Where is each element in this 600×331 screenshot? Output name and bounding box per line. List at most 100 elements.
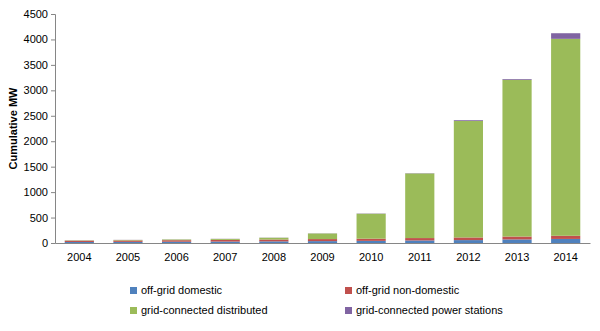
y-axis: 0 500 1000 1500 2000 2500 3000 3500 4000 4500 bbox=[24, 8, 56, 249]
bar bbox=[454, 120, 483, 122]
y-tick-mark bbox=[51, 90, 55, 91]
y-tick: 1000 bbox=[24, 186, 55, 198]
x-tick-label: 2010 bbox=[359, 251, 383, 263]
y-tick-label: 3000 bbox=[24, 84, 48, 96]
x-tick: 2006 bbox=[164, 251, 188, 263]
y-tick-mark bbox=[51, 192, 55, 193]
y-tick: 3000 bbox=[24, 84, 55, 96]
bar bbox=[308, 233, 337, 234]
y-tick-label: 1000 bbox=[24, 186, 48, 198]
bar bbox=[211, 238, 240, 239]
x-tick-label: 2013 bbox=[505, 251, 529, 263]
x-tick-label: 2006 bbox=[164, 251, 188, 263]
x-tick: 2008 bbox=[262, 251, 286, 263]
bar bbox=[211, 238, 240, 240]
y-tick: 2500 bbox=[24, 110, 55, 122]
bar bbox=[454, 240, 483, 243]
y-tick-mark bbox=[51, 218, 55, 219]
y-tick: 500 bbox=[30, 212, 55, 224]
y-tick-label: 2000 bbox=[24, 135, 48, 147]
y-tick-label: 0 bbox=[42, 237, 48, 249]
bar bbox=[502, 239, 531, 243]
bar bbox=[357, 213, 386, 214]
legend-item: off-grid non-domestic bbox=[345, 284, 460, 296]
bar bbox=[211, 240, 240, 242]
legend-item: off-grid domestic bbox=[130, 284, 223, 296]
bar bbox=[551, 39, 580, 236]
bar bbox=[357, 241, 386, 243]
bar bbox=[502, 237, 531, 240]
bars bbox=[65, 33, 581, 243]
bar bbox=[357, 239, 386, 241]
bar bbox=[551, 236, 580, 239]
y-tick-label: 4000 bbox=[24, 33, 48, 45]
bar bbox=[405, 238, 434, 240]
bar bbox=[162, 239, 191, 240]
x-tick-label: 2005 bbox=[116, 251, 140, 263]
bar bbox=[454, 121, 483, 238]
bar bbox=[113, 240, 142, 241]
y-tick: 1500 bbox=[24, 161, 55, 173]
x-tick-label: 2008 bbox=[262, 251, 286, 263]
legend-swatch bbox=[130, 307, 137, 314]
x-tick: 2005 bbox=[116, 251, 140, 263]
y-tick: 4000 bbox=[24, 33, 55, 45]
y-axis-line bbox=[51, 15, 56, 244]
bar bbox=[113, 239, 142, 240]
bar bbox=[65, 241, 94, 242]
bar bbox=[405, 173, 434, 238]
y-tick-label: 500 bbox=[30, 212, 48, 224]
y-axis-title: Cumulative MW bbox=[7, 87, 19, 170]
y-tick-label: 4500 bbox=[24, 8, 48, 20]
x-tick: 2010 bbox=[359, 251, 383, 263]
legend-swatch bbox=[345, 307, 352, 314]
legend-label: off-grid domestic bbox=[141, 284, 223, 296]
legend-label: grid-connected distributed bbox=[141, 304, 268, 316]
bar bbox=[259, 241, 288, 243]
x-tick-label: 2012 bbox=[456, 251, 480, 263]
y-tick-mark bbox=[51, 39, 55, 40]
plot: 0 500 1000 1500 2000 2500 3000 3500 4000 4500 2004… bbox=[24, 8, 591, 263]
bar bbox=[113, 239, 142, 241]
x-tick: 2013 bbox=[505, 251, 529, 263]
x-tick-label: 2014 bbox=[553, 251, 577, 263]
y-tick-label: 1500 bbox=[24, 161, 48, 173]
y-tick-mark bbox=[51, 141, 55, 142]
bar bbox=[405, 173, 434, 174]
bar bbox=[162, 239, 191, 241]
x-tick: 2004 bbox=[67, 251, 91, 263]
bar bbox=[211, 242, 240, 243]
legend-item: grid-connected distributed bbox=[130, 304, 268, 316]
bar bbox=[308, 233, 337, 239]
y-tick-mark bbox=[51, 65, 55, 66]
x-tick: 2014 bbox=[553, 251, 577, 263]
bar bbox=[308, 241, 337, 243]
x-tick: 2007 bbox=[213, 251, 237, 263]
bar bbox=[551, 33, 580, 39]
x-tick: 2012 bbox=[456, 251, 480, 263]
x-tick: 2011 bbox=[408, 251, 432, 263]
y-tick-mark bbox=[51, 243, 55, 244]
y-tick: 4500 bbox=[24, 8, 55, 20]
x-tick-label: 2007 bbox=[213, 251, 237, 263]
bar bbox=[65, 242, 94, 243]
x-axis-line bbox=[56, 243, 591, 244]
y-tick-label: 3500 bbox=[24, 59, 48, 71]
bar bbox=[502, 80, 531, 237]
bar bbox=[259, 237, 288, 238]
bar bbox=[162, 240, 191, 242]
legend-label: off-grid non-domestic bbox=[356, 284, 460, 296]
bar bbox=[405, 240, 434, 243]
x-tick-label: 2004 bbox=[67, 251, 91, 263]
bar bbox=[502, 79, 531, 81]
legend-item: grid-connected power stations bbox=[345, 304, 503, 316]
bar bbox=[113, 242, 142, 243]
y-tick: 2000 bbox=[24, 135, 55, 147]
y-tick-mark bbox=[51, 116, 55, 117]
y-tick-label: 2500 bbox=[24, 110, 48, 122]
bar bbox=[259, 238, 288, 240]
x-tick: 2009 bbox=[310, 251, 334, 263]
legend-swatch bbox=[345, 287, 352, 294]
bar bbox=[357, 214, 386, 239]
bar bbox=[65, 240, 94, 241]
